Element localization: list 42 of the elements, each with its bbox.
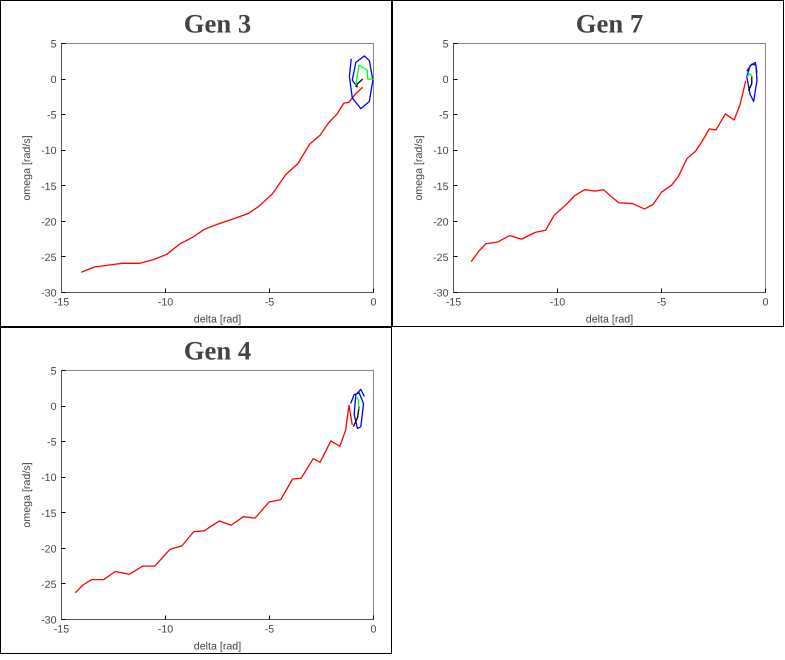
x-tick-label: -10 [550,296,566,308]
y-tick-label: 5 [442,38,449,50]
y-tick-label: 5 [50,38,57,50]
y-axis-title: omega [rad/s] [21,462,34,528]
y-tick-label: -15 [41,508,57,520]
y-axis-title: omega [rad/s] [21,135,34,201]
y-tick-label: -30 [41,614,57,626]
x-tick-label: -5 [264,296,274,308]
y-tick-label: -30 [41,288,57,300]
y-tick-label: 5 [50,366,57,378]
y-tick-label: -5 [439,110,449,122]
y-tick-label: -25 [41,578,57,591]
y-tick-label: -15 [41,180,57,193]
y-tick-label: -20 [41,216,57,228]
y-tick-label: -20 [433,216,449,228]
x-tick-label: -10 [158,624,174,636]
x-tick-label: -5 [656,296,666,308]
y-tick-label: -10 [41,145,57,158]
y-axis-title: omega [rad/s] [413,135,426,201]
y-tick-label: -10 [41,472,57,484]
x-tick-label: -5 [264,624,274,636]
y-tick-label: -30 [433,288,449,300]
x-tick-label: 0 [762,296,769,308]
y-tick-label: -25 [41,252,57,264]
x-tick-label: -10 [158,296,174,308]
y-tick-label: -5 [47,110,57,122]
x-axis-title: delta [rad] [586,314,634,326]
y-tick-label: -5 [47,436,57,449]
y-tick-label: -20 [41,543,57,556]
y-tick-label: 0 [50,74,57,86]
chart-title: Gen 7 [576,8,644,38]
x-tick-label: 0 [370,624,377,636]
chart-title: Gen 4 [184,336,252,366]
y-tick-label: -15 [433,180,449,193]
x-axis-title: delta [rad] [194,314,242,326]
chart-title: Gen 3 [184,8,252,38]
y-tick-label: -10 [433,145,449,158]
x-axis-title: delta [rad] [194,640,242,652]
x-tick-label: 0 [370,296,377,308]
y-tick-label: -25 [433,252,449,264]
y-tick-label: 0 [50,401,57,414]
y-tick-label: 0 [442,74,449,86]
